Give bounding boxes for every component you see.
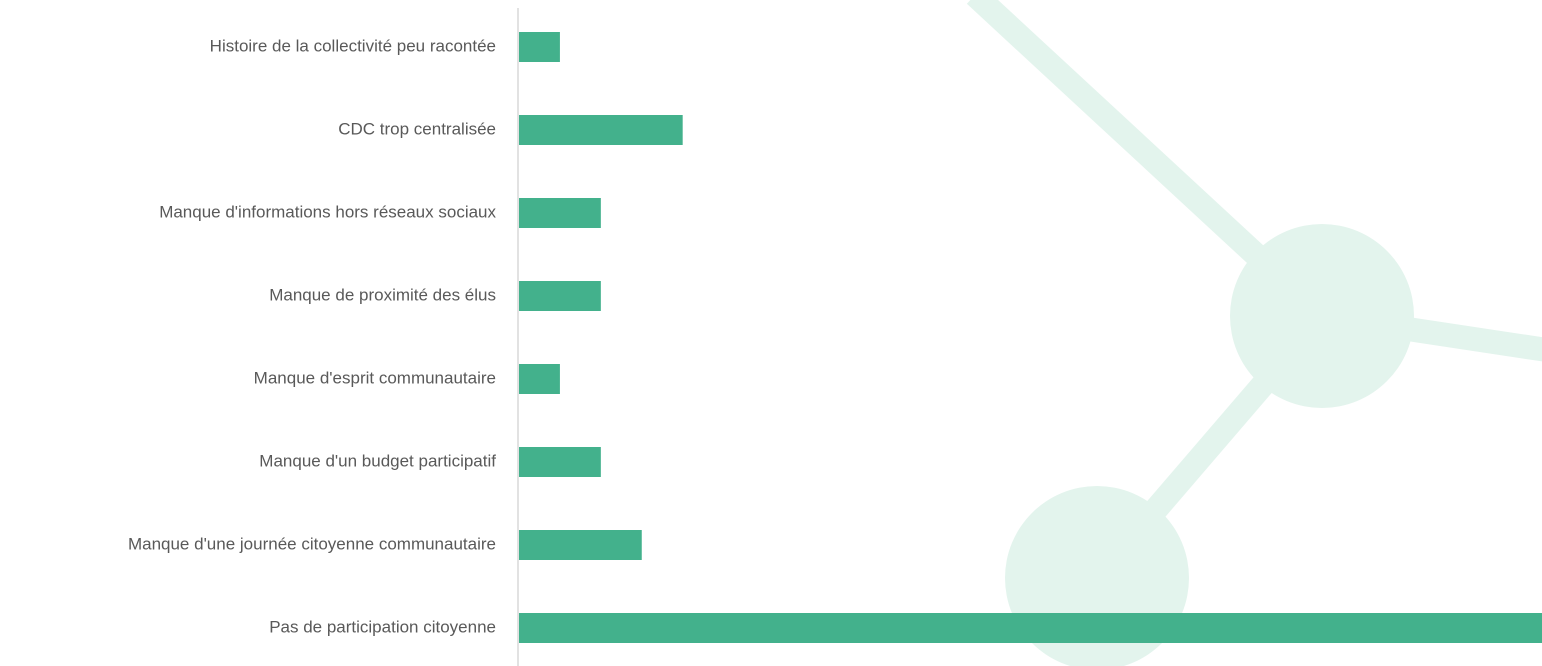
bar	[519, 115, 683, 145]
bar	[519, 198, 601, 228]
y-tick-label: CDC trop centralisée	[338, 119, 496, 138]
y-tick-label: Histoire de la collectivité peu racontée	[210, 36, 496, 55]
y-tick-label: Manque de proximité des élus	[269, 285, 496, 304]
y-tick-label: Manque d'informations hors réseaux socia…	[159, 202, 496, 221]
y-tick-label: Pas de participation citoyenne	[269, 617, 496, 636]
bar	[519, 364, 560, 394]
bar	[519, 530, 642, 560]
y-tick-label: Manque d'une journée citoyenne communaut…	[128, 534, 496, 553]
bar	[519, 281, 601, 311]
y-tick-label: Manque d'esprit communautaire	[254, 368, 496, 387]
y-tick-label: Manque d'un budget participatif	[259, 451, 496, 470]
bar	[519, 613, 1542, 643]
bar	[519, 447, 601, 477]
background-decoration	[966, 0, 1542, 666]
bar	[519, 32, 560, 62]
